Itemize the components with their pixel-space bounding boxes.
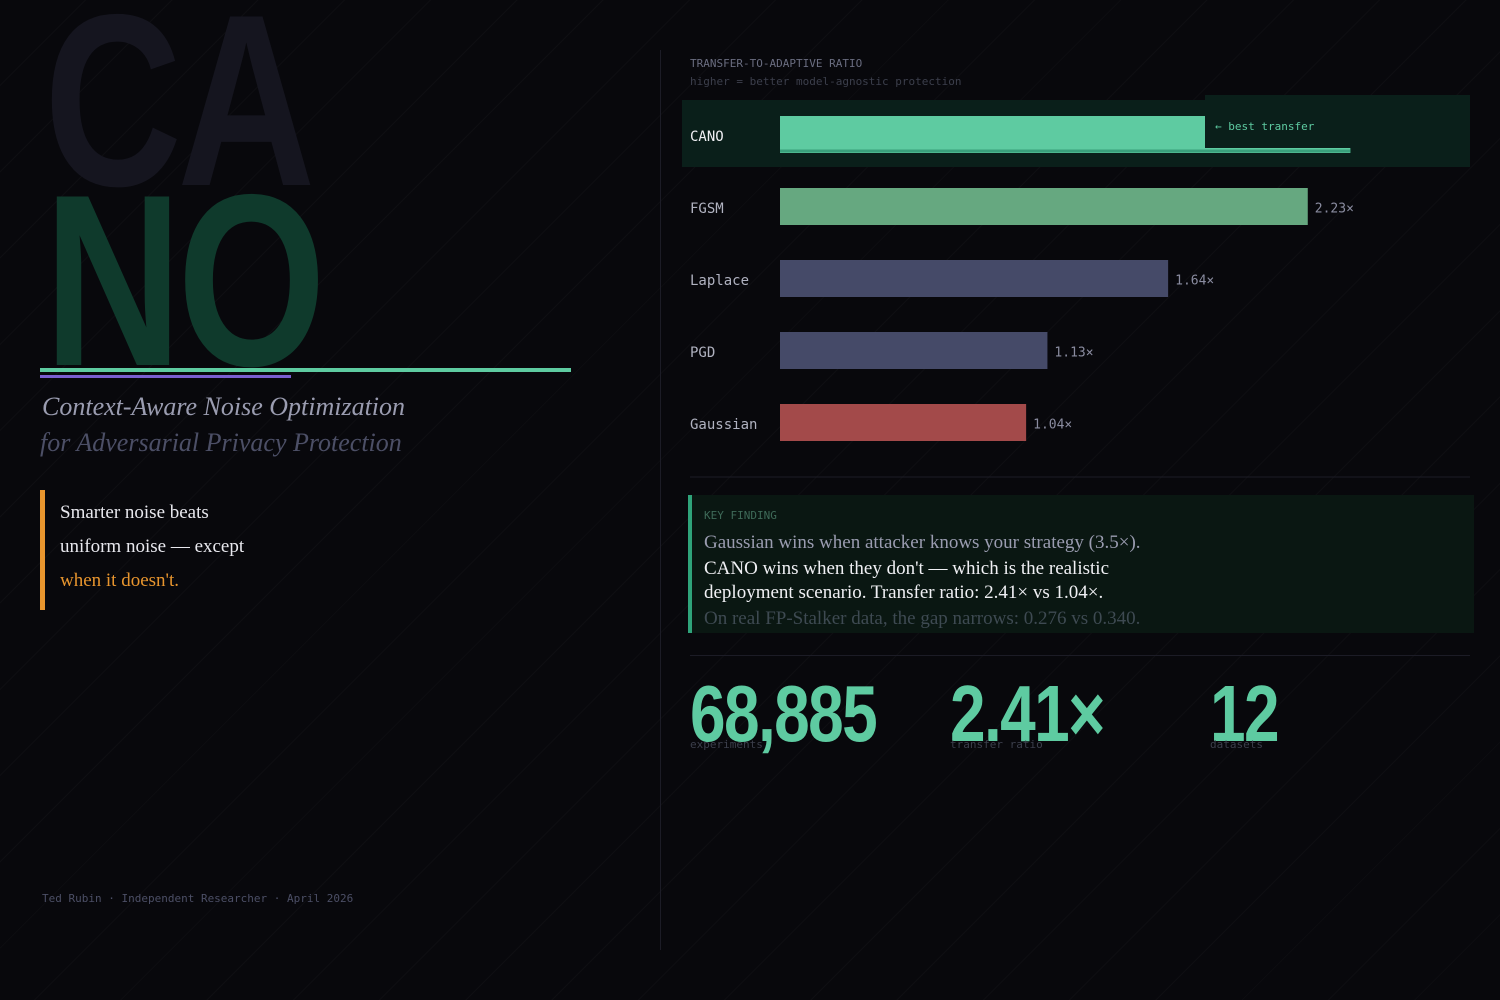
- chart: TRANSFER-TO-ADAPTIVE RATIO higher = bett…: [682, 57, 1470, 478]
- subtitle: for Adversarial Privacy Protection: [40, 428, 402, 457]
- tagline-line: Smarter noise beats: [60, 502, 209, 523]
- stat-value: 68,885: [690, 669, 878, 758]
- value-label: 1.13×: [1054, 346, 1093, 361]
- bar: [780, 332, 1048, 369]
- annotation-box: [1205, 95, 1470, 148]
- bar: [780, 404, 1027, 441]
- stat-label: datasets: [1210, 738, 1263, 751]
- category-label: CANO: [690, 129, 724, 145]
- stat-value: 12: [1210, 669, 1280, 758]
- value-label: 1.64×: [1175, 274, 1214, 289]
- stat-label: experiments: [690, 738, 763, 751]
- key-finding-line: On real FP-Stalker data, the gap narrows…: [704, 608, 1141, 629]
- category-label: PGD: [690, 345, 715, 361]
- key-finding: KEY FINDING Gaussian wins when attacker …: [688, 495, 1474, 633]
- category-label: Gaussian: [690, 417, 757, 433]
- rule: [40, 375, 291, 378]
- chart-subtitle: higher = better model-agnostic protectio…: [690, 75, 962, 88]
- annotation: ← best transfer: [1215, 120, 1315, 133]
- big-title-bottom: NO: [44, 143, 326, 417]
- tagline-line: when it doesn't.: [60, 570, 179, 591]
- rule: [40, 368, 571, 372]
- value-label: 2.23×: [1315, 202, 1354, 217]
- bar: [780, 188, 1308, 225]
- accent-bar: [40, 490, 45, 610]
- stat-value: 2.41×: [950, 669, 1106, 758]
- tagline-line: uniform noise — except: [60, 536, 245, 557]
- key-finding-line: Gaussian wins when attacker knows your s…: [704, 532, 1141, 553]
- category-label: FGSM: [690, 201, 724, 217]
- divider: [660, 50, 661, 950]
- bar: [780, 260, 1169, 297]
- subtitle: Context-Aware Noise Optimization: [42, 392, 406, 421]
- key-finding-line: CANO wins when they don't — which is the…: [704, 558, 1110, 603]
- stat-label: transfer ratio: [950, 738, 1043, 751]
- key-finding-label: KEY FINDING: [704, 509, 777, 522]
- big-title-top: CA: [44, 0, 315, 237]
- footer: Ted Rubin · Independent Researcher · Apr…: [42, 892, 354, 905]
- value-label: 1.04×: [1033, 418, 1072, 433]
- tagline: Smarter noise beats uniform noise — exce…: [60, 496, 244, 598]
- chart-title: TRANSFER-TO-ADAPTIVE RATIO: [690, 57, 862, 70]
- separator: [690, 655, 1470, 656]
- category-label: Laplace: [690, 273, 749, 289]
